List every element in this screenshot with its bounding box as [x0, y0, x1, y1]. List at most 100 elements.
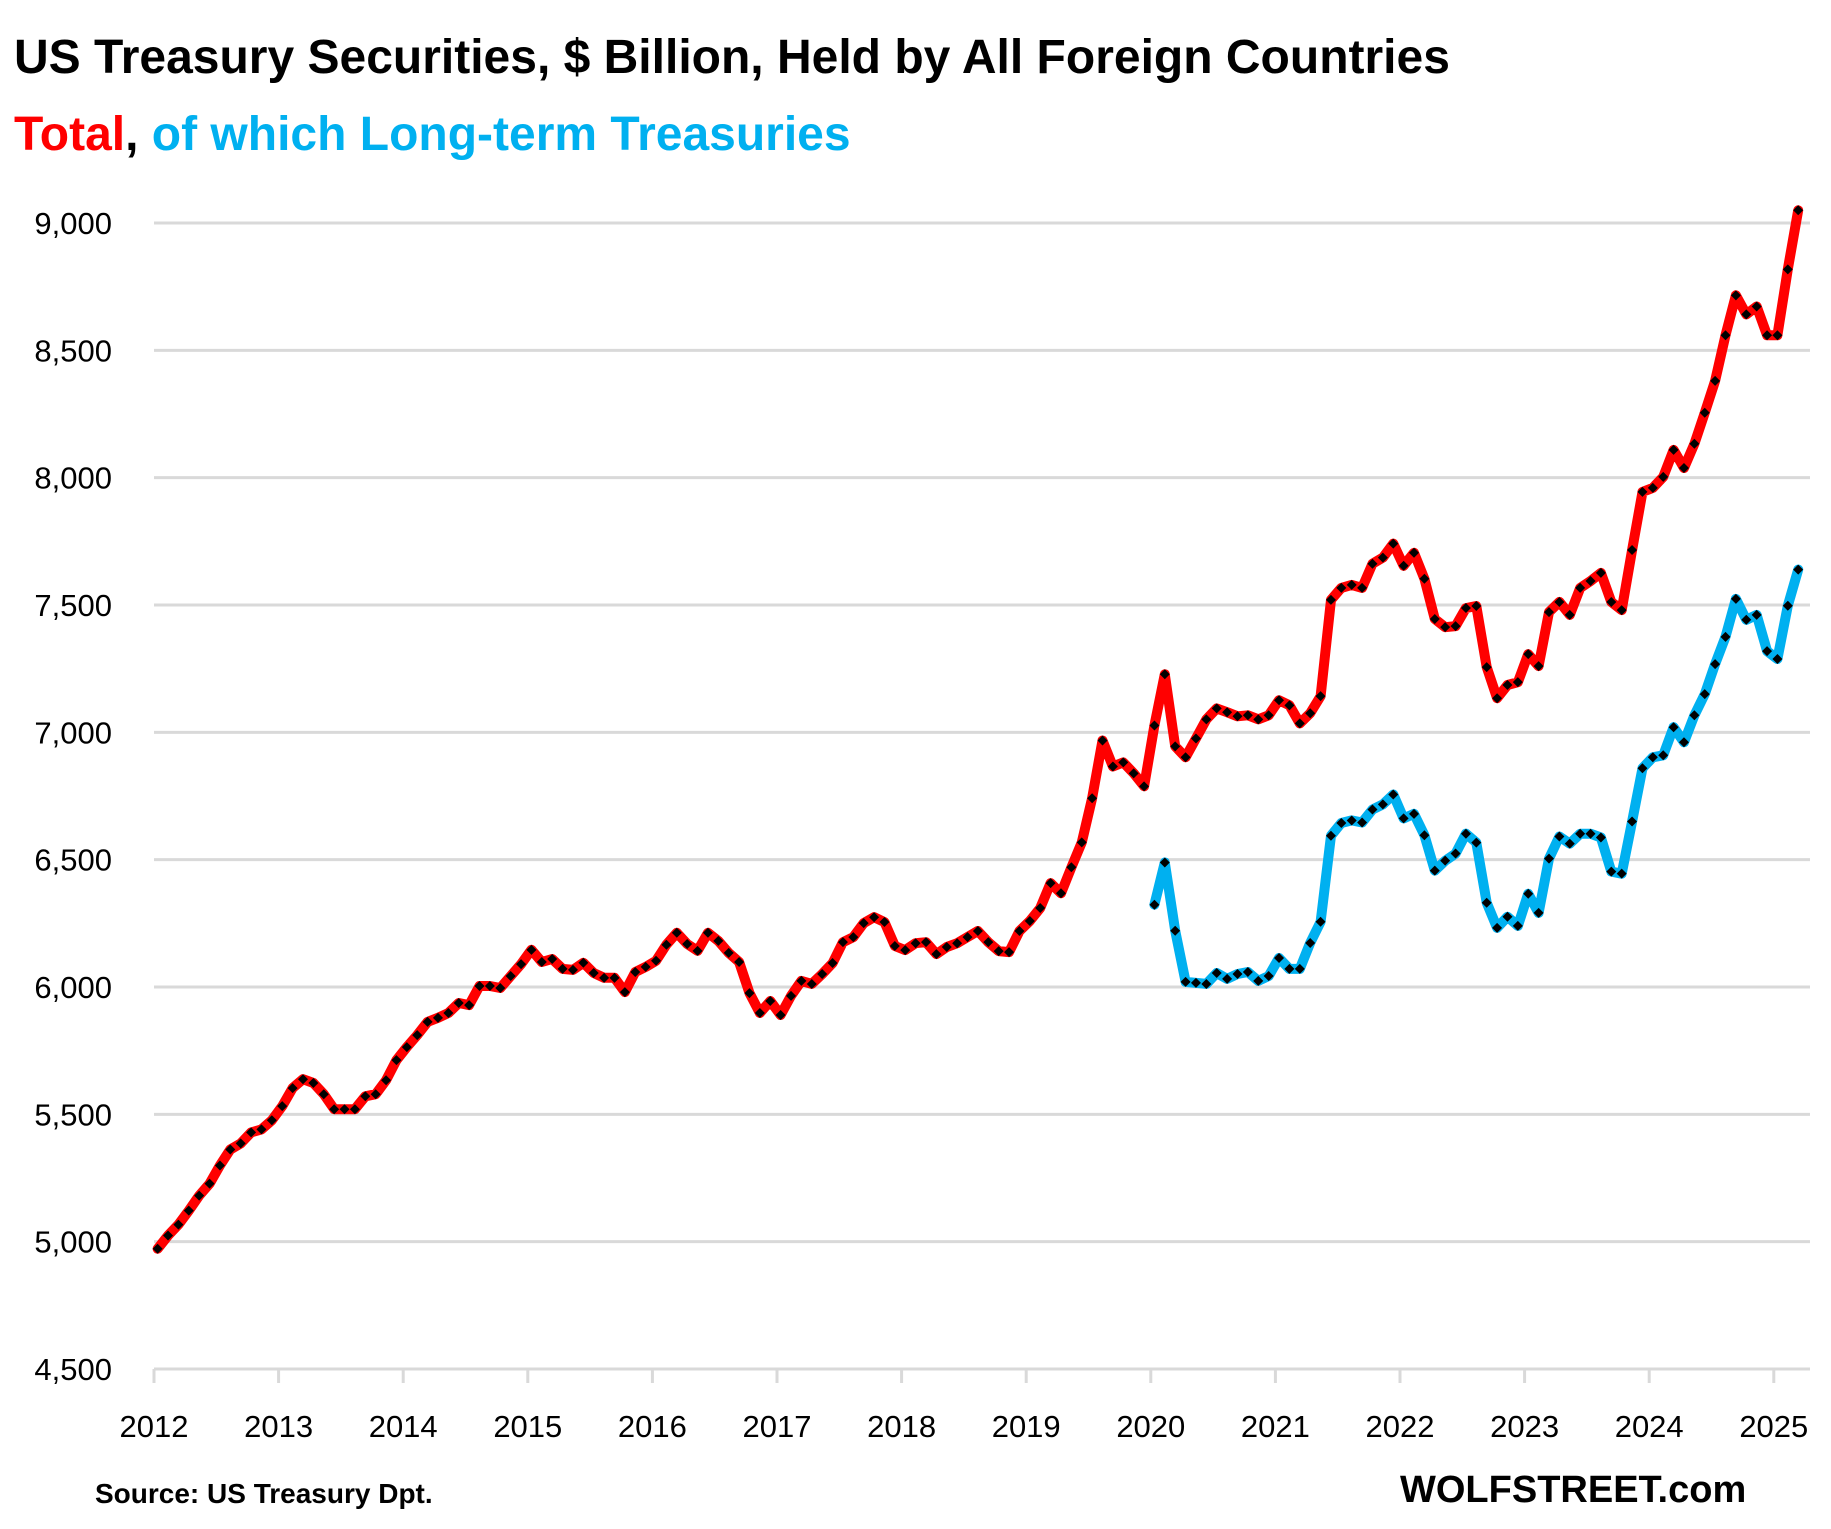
data-point-marker [1284, 700, 1295, 711]
data-point-marker [869, 912, 880, 923]
x-tick-label: 2020 [1116, 1409, 1185, 1444]
data-point-marker [1564, 609, 1575, 620]
data-point-marker [1502, 679, 1513, 690]
data-point-marker [1575, 582, 1586, 593]
data-point-marker [401, 1042, 412, 1053]
data-point-marker [1762, 330, 1773, 341]
data-point-marker [1720, 631, 1731, 642]
data-point-marker [526, 944, 537, 955]
data-point-marker [1388, 789, 1399, 800]
data-point-marker [1336, 817, 1347, 828]
data-point-marker [1222, 973, 1233, 984]
data-point-marker [754, 1007, 765, 1018]
data-point-marker [993, 946, 1004, 957]
data-point-marker [1014, 925, 1025, 936]
data-point-marker [588, 967, 599, 978]
x-tick-label: 2022 [1366, 1409, 1435, 1444]
data-point-marker [1139, 781, 1150, 792]
data-point-marker [1668, 444, 1679, 455]
subtitle-separator: , [125, 108, 152, 161]
data-point-marker [1564, 838, 1575, 849]
data-point-marker [962, 932, 973, 943]
data-point-marker [381, 1075, 392, 1086]
chart-title: US Treasury Securities, $ Billion, Held … [14, 31, 1450, 84]
data-point-marker [1201, 714, 1212, 725]
data-point-marker [505, 971, 516, 982]
data-point-marker [806, 978, 817, 989]
data-point-marker [412, 1030, 423, 1041]
data-point-marker [1035, 903, 1046, 914]
x-tick-label: 2017 [743, 1409, 812, 1444]
data-point-marker [391, 1055, 402, 1066]
data-point-marker [1492, 922, 1503, 933]
data-point-marker [1066, 862, 1077, 873]
data-point-marker [1180, 976, 1191, 987]
data-point-marker [547, 953, 558, 964]
line-total [152, 205, 1804, 1254]
data-point-marker [858, 918, 869, 929]
data-point-marker [1595, 567, 1606, 578]
data-point-marker [1793, 205, 1804, 216]
data-point-marker [1658, 750, 1669, 761]
data-point-marker [889, 940, 900, 951]
data-point-marker [1305, 937, 1316, 948]
data-point-marker [1429, 614, 1440, 625]
data-point-marker [1409, 808, 1420, 819]
data-point-marker [1440, 855, 1451, 866]
data-point-marker [1211, 967, 1222, 978]
data-point-marker [422, 1016, 433, 1027]
data-point-marker [1502, 911, 1513, 922]
data-point-marker [1450, 621, 1461, 632]
data-point-marker [1554, 831, 1565, 842]
data-point-marker [796, 975, 807, 986]
data-point-marker [225, 1144, 236, 1155]
data-point-marker [1616, 605, 1627, 616]
data-point-marker [1689, 438, 1700, 449]
data-point-marker [1232, 969, 1243, 980]
data-point-marker [277, 1101, 288, 1112]
data-point-marker [1523, 649, 1534, 660]
data-point-marker [1606, 866, 1617, 877]
data-point-marker [432, 1012, 443, 1023]
y-axis-labels: 4,500 5,000 5,500 6,000 6,500 7,000 7,500 8,000… [34, 206, 112, 1387]
data-point-marker [1325, 830, 1336, 841]
data-point-marker [1305, 708, 1316, 719]
data-point-marker [1668, 722, 1679, 733]
data-point-marker [1346, 579, 1357, 590]
data-point-marker [900, 945, 911, 956]
data-point-marker [1637, 486, 1648, 497]
y-tick-label: 6,000 [34, 970, 112, 1005]
data-point-marker [194, 1190, 205, 1201]
data-point-marker [817, 969, 828, 980]
data-point-marker [204, 1178, 215, 1189]
data-point-marker [235, 1138, 246, 1149]
data-point-marker [786, 990, 797, 1001]
data-point-marker [1357, 582, 1368, 593]
data-point-marker [578, 957, 589, 968]
data-point-marker [1512, 920, 1523, 931]
data-point-marker [1544, 853, 1555, 864]
gridlines [154, 221, 1810, 1244]
data-point-marker [1180, 752, 1191, 763]
y-tick-label: 6,500 [34, 843, 112, 878]
data-point-marker [1377, 799, 1388, 810]
data-point-marker [1242, 966, 1253, 977]
x-tick-label: 2021 [1241, 1409, 1310, 1444]
data-point-marker [1585, 576, 1596, 587]
data-point-marker [1544, 607, 1555, 618]
data-point-marker [1471, 837, 1482, 848]
data-point-marker [349, 1104, 360, 1115]
data-point-marker [318, 1089, 329, 1100]
data-point-marker [1357, 817, 1368, 828]
x-axis: 2012 2013 2014 2015 2016 2017 2018 2019 2020 2021… [120, 1367, 1810, 1444]
data-point-marker [661, 939, 672, 950]
data-point-marker [1741, 309, 1752, 320]
data-point-marker [1751, 301, 1762, 312]
data-point-marker [1730, 290, 1741, 301]
data-point-marker [1512, 677, 1523, 688]
data-point-marker [1419, 573, 1430, 584]
data-point-marker [775, 1010, 786, 1021]
data-point-marker [1762, 646, 1773, 657]
data-point-marker [692, 945, 703, 956]
data-point-marker [609, 972, 620, 983]
